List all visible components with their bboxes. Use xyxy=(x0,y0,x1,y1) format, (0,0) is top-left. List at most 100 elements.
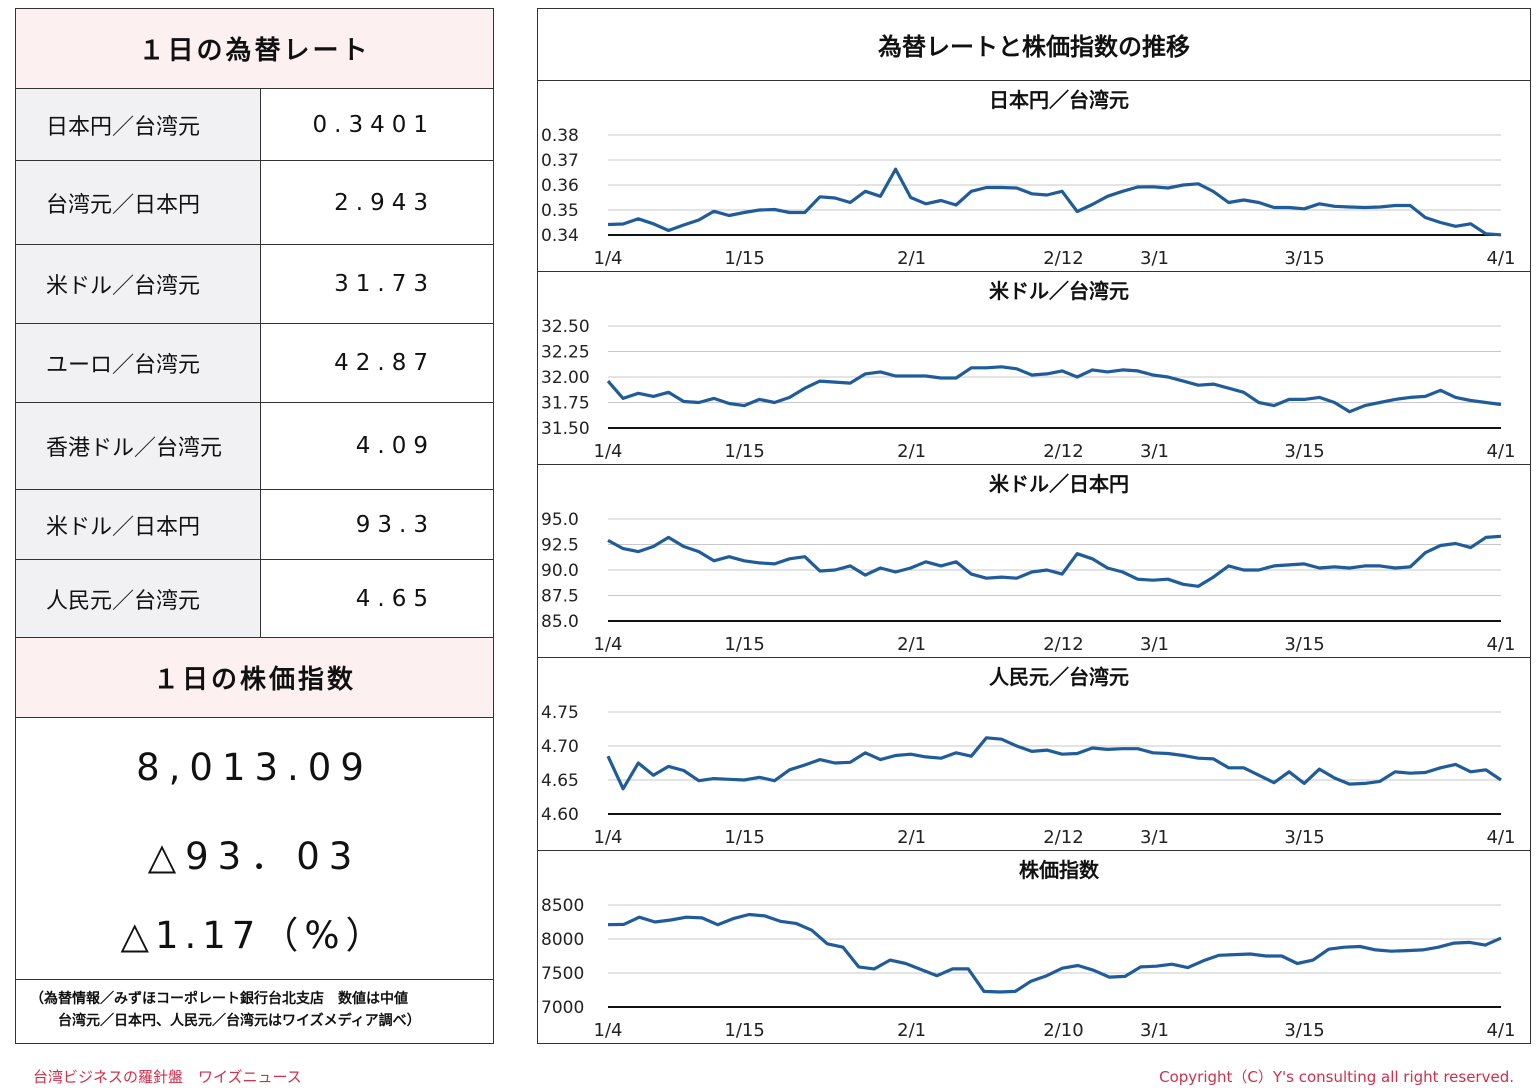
rate-label: 香港ドル／台湾元 xyxy=(16,403,261,489)
y-tick-label: 85.0 xyxy=(541,612,579,632)
x-tick-label: 3/15 xyxy=(1284,248,1324,269)
x-tick-label: 1/4 xyxy=(594,441,623,462)
rate-row: 人民元／台湾元 4.65 xyxy=(16,560,493,638)
y-tick-label: 8500 xyxy=(541,896,584,916)
chart-title: 日本円／台湾元 xyxy=(989,88,1129,112)
chart-title: 人民元／台湾元 xyxy=(989,665,1129,689)
stock-title: １日の株価指数 xyxy=(16,638,493,718)
x-tick-label: 4/1 xyxy=(1487,827,1516,848)
x-tick-label: 2/1 xyxy=(897,441,926,462)
y-tick-label: 0.36 xyxy=(541,176,579,196)
line-chart: 米ドル／台湾元 32.50 32.25 32.00 31.75 31.501/4 1/15 2… xyxy=(541,279,1516,462)
y-tick-label: 0.37 xyxy=(541,151,579,171)
stock-change-value: △93．03 xyxy=(147,835,362,878)
x-tick-label: 3/15 xyxy=(1284,441,1324,462)
y-tick-label: 32.25 xyxy=(541,343,590,363)
footer-copyright: Copyright（C）Y's consulting all right res… xyxy=(1159,1068,1514,1086)
x-tick-label: 3/15 xyxy=(1284,1020,1324,1041)
x-tick-label: 3/15 xyxy=(1284,827,1324,848)
y-tick-label: 4.75 xyxy=(541,703,579,723)
rate-value: 0.3401 xyxy=(312,111,435,138)
x-tick-label: 1/15 xyxy=(724,248,764,269)
y-tick-label: 32.00 xyxy=(541,368,590,388)
x-tick-label: 1/4 xyxy=(594,634,623,655)
y-tick-label: 4.65 xyxy=(541,771,579,791)
rates-title: １日の為替レート xyxy=(16,9,493,89)
x-tick-label: 2/1 xyxy=(897,1020,926,1041)
x-tick-label: 3/1 xyxy=(1140,634,1169,655)
source-line-2: 台湾元／日本円、人民元／台湾元はワイズメディア調べ） xyxy=(58,1013,421,1029)
line-chart: 日本円／台湾元 0.38 0.37 0.36 0.35 0.34 1/4 1/15 2/1 2/1… xyxy=(541,88,1516,269)
x-tick-label: 1/4 xyxy=(594,827,623,848)
x-tick-label: 2/12 xyxy=(1043,634,1083,655)
chart-title: 米ドル／台湾元 xyxy=(989,279,1129,303)
x-tick-label: 3/1 xyxy=(1140,248,1169,269)
y-tick-label: 8000 xyxy=(541,930,584,950)
rate-label: 米ドル／日本円 xyxy=(16,490,261,559)
series-line xyxy=(607,912,1502,994)
y-tick-label: 31.50 xyxy=(541,419,590,439)
x-tick-label: 3/1 xyxy=(1140,1020,1169,1041)
x-tick-label: 2/12 xyxy=(1043,441,1083,462)
y-tick-label: 7000 xyxy=(541,998,584,1018)
chart-stock-index: 株価指数 8500 8000 7500 7000 1/4 1/15 2/1 2/10 3/1 3/1… xyxy=(538,851,1530,1043)
x-tick-label: 4/1 xyxy=(1487,441,1516,462)
series-line xyxy=(606,736,1502,791)
rate-label: 台湾元／日本円 xyxy=(16,161,261,244)
y-tick-label: 95.0 xyxy=(541,510,579,530)
x-tick-label: 1/15 xyxy=(724,441,764,462)
y-tick-label: 87.5 xyxy=(541,587,579,607)
y-tick-label: 32.50 xyxy=(541,317,590,337)
x-tick-label: 1/4 xyxy=(594,1020,623,1041)
x-tick-label: 3/1 xyxy=(1140,441,1169,462)
chart-title: 米ドル／日本円 xyxy=(989,472,1129,496)
trend-panel: 為替レートと株価指数の推移 日本円／台湾元 0.38 0.37 0.36 0.35 0.3… xyxy=(537,8,1531,1044)
y-tick-label: 0.38 xyxy=(541,126,579,146)
x-tick-label: 1/15 xyxy=(724,634,764,655)
series-line xyxy=(607,534,1502,588)
rate-value: 4.65 xyxy=(355,585,435,612)
rate-row: 米ドル／日本円 93.3 xyxy=(16,490,493,560)
y-tick-label: 90.0 xyxy=(541,561,579,581)
rate-value: 2.943 xyxy=(334,189,435,216)
x-tick-label: 2/1 xyxy=(897,248,926,269)
chart-cny-twd: 人民元／台湾元 4.75 4.70 4.65 4.60 1/4 1/15 2/1 2/12 3/1… xyxy=(538,658,1530,851)
x-tick-label: 4/1 xyxy=(1487,634,1516,655)
rate-value: 31.73 xyxy=(334,271,435,297)
footer-brand: 台湾ビジネスの羅針盤 ワイズニュース xyxy=(33,1068,302,1086)
y-tick-label: 0.34 xyxy=(541,226,579,246)
x-tick-label: 2/12 xyxy=(1043,248,1083,269)
rate-value: 42.87 xyxy=(334,350,435,376)
y-tick-label: 4.70 xyxy=(541,737,579,757)
x-tick-label: 1/15 xyxy=(724,1020,764,1041)
rate-value: 93.3 xyxy=(355,511,435,538)
series-line xyxy=(607,167,1502,237)
daily-summary-panel: １日の為替レート 日本円／台湾元 0.3401 台湾元／日本円 2.943 米ド… xyxy=(15,8,494,1044)
rate-row: 日本円／台湾元 0.3401 xyxy=(16,89,493,161)
x-tick-label: 3/1 xyxy=(1140,827,1169,848)
source-line-1: （為替情報／みずほコーポレート銀行台北支店 数値は中値 xyxy=(30,991,408,1007)
rate-label: 人民元／台湾元 xyxy=(16,560,261,637)
rate-label: 米ドル／台湾元 xyxy=(16,245,261,323)
line-chart: 米ドル／日本円 95.0 92.5 90.0 87.5 85.0 1/4 1/15 2/1 2/1… xyxy=(541,472,1516,655)
x-tick-label: 1/4 xyxy=(594,248,623,269)
x-tick-label: 2/1 xyxy=(897,634,926,655)
x-tick-label: 3/15 xyxy=(1284,634,1324,655)
chart-title: 株価指数 xyxy=(1019,858,1100,882)
rate-label: ユーロ／台湾元 xyxy=(16,324,261,402)
x-tick-label: 2/10 xyxy=(1043,1020,1083,1041)
rate-row: 米ドル／台湾元 31.73 xyxy=(16,245,493,324)
chart-usd-twd: 米ドル／台湾元 32.50 32.25 32.00 31.75 31.50 1/4 1/15 2… xyxy=(538,272,1530,465)
chart-jpy-twd: 日本円／台湾元 0.38 0.37 0.36 0.35 0.34 1/4 1/15 2/1 2/1… xyxy=(538,81,1530,272)
rate-row: ユーロ／台湾元 42.87 xyxy=(16,324,493,403)
rate-value: 4.09 xyxy=(355,433,435,459)
x-tick-label: 4/1 xyxy=(1487,248,1516,269)
x-tick-label: 2/12 xyxy=(1043,827,1083,848)
trend-title: 為替レートと株価指数の推移 xyxy=(538,9,1530,81)
series-line xyxy=(606,365,1502,414)
stock-index-value: 8,013.09 xyxy=(136,746,373,789)
y-tick-label: 31.75 xyxy=(541,394,590,414)
source-note: （為替情報／みずほコーポレート銀行台北支店 数値は中値 台湾元／日本円、人民元／… xyxy=(16,979,493,1043)
line-chart: 人民元／台湾元 4.75 4.70 4.65 4.60 1/4 1/15 2/1 2/12 3/1… xyxy=(541,665,1516,848)
stock-change-percent: △1.17（%） xyxy=(120,914,389,957)
